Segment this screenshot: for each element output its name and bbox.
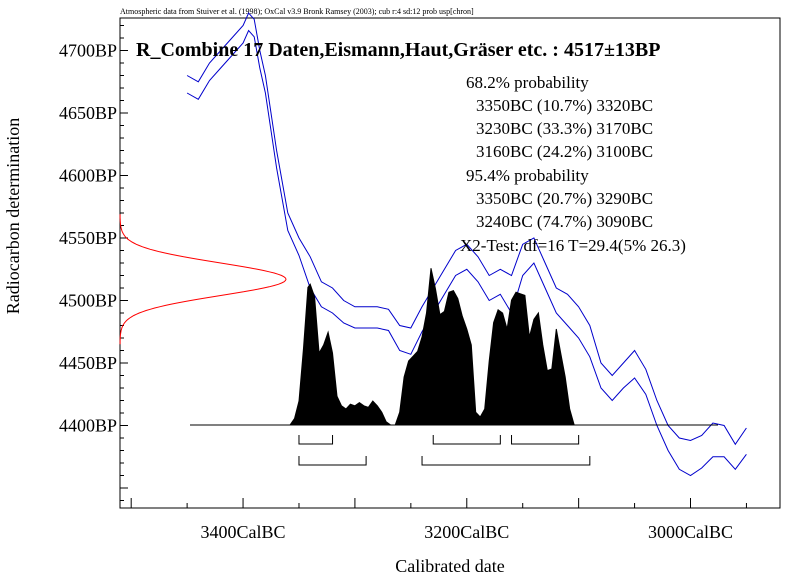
radiocarbon-distribution-curve xyxy=(119,214,287,345)
calibration-curve-upper xyxy=(186,12,747,446)
range-68-bracket xyxy=(298,435,334,445)
y-axis-ticks: 4700BP 4650BP 4600BP 4550BP 4500BP 4450BP 4400… xyxy=(59,25,128,501)
y-tick-label: 4550BP xyxy=(59,228,117,248)
x-tick-label: 3000CalBC xyxy=(648,522,733,542)
range-95-bracket xyxy=(298,456,367,466)
annotation-95-range-2: 3240BC (74.7%) 3090BC xyxy=(476,212,653,231)
y-tick-label: 4600BP xyxy=(59,166,117,186)
range-68-bracket xyxy=(511,435,580,445)
probability-annotations: 68.2% probability 3350BC (10.7%) 3320BC … xyxy=(460,73,686,255)
annotation-chi-test: X2-Test: df=16 T=29.4(5% 26.3) xyxy=(460,236,686,255)
y-axis-label: Radiocarbon determination xyxy=(3,118,23,314)
chart-title: R_Combine 17 Daten,Eismann,Haut,Gräser e… xyxy=(136,39,660,61)
header-note: Atmospheric data from Stuiver et al. (19… xyxy=(120,7,474,16)
annotation-95-range-1: 3350BC (20.7%) 3290BC xyxy=(476,189,653,208)
y-tick-label: 4400BP xyxy=(59,416,117,436)
y-tick-label: 4500BP xyxy=(59,291,117,311)
x-axis-label: Calibrated date xyxy=(395,556,504,576)
y-tick-label: 4650BP xyxy=(59,103,117,123)
annotation-68-range-1: 3350BC (10.7%) 3320BC xyxy=(476,96,653,115)
y-tick-label: 4450BP xyxy=(59,353,117,373)
x-axis-ticks: 3400CalBC 3200CalBC 3000CalBC xyxy=(130,498,747,542)
annotation-68-range-2: 3230BC (33.3%) 3170BC xyxy=(476,119,653,138)
probability-range-brackets xyxy=(298,435,591,466)
calibration-curve-lower xyxy=(186,29,747,477)
x-tick-label: 3400CalBC xyxy=(201,522,286,542)
annotation-68-heading: 68.2% probability xyxy=(466,73,589,92)
y-tick-label: 4700BP xyxy=(59,41,117,61)
posterior-density-area xyxy=(276,268,588,426)
annotation-68-range-3: 3160BC (24.2%) 3100BC xyxy=(476,142,653,161)
range-95-bracket xyxy=(421,456,591,466)
range-68-bracket xyxy=(432,435,501,445)
x-tick-label: 3200CalBC xyxy=(424,522,509,542)
annotation-95-heading: 95.4% probability xyxy=(466,166,589,185)
